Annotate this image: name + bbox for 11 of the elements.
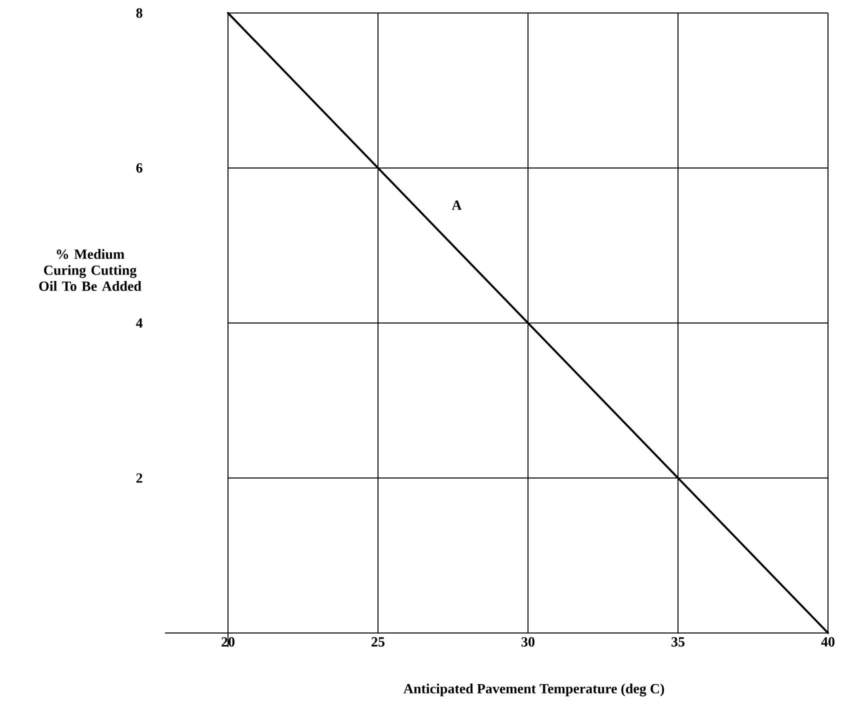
x-tick-label: 35 (672, 637, 684, 647)
y-axis-title: % Medium Curing Cutting Oil To Be Added (39, 249, 142, 291)
y-tick-label: 4 (136, 318, 143, 328)
y-tick-label: 2 (136, 473, 142, 483)
x-axis-title: Anticipated Pavement Temperature (deg C) (404, 684, 664, 696)
y-tick-label: 6 (136, 163, 142, 173)
y-tick-label: 8 (136, 8, 142, 18)
x-tick-label: 30 (522, 637, 534, 647)
annotation: A (452, 200, 462, 210)
x-tick-label: 40 (821, 637, 834, 647)
x-tick-label: 25 (372, 637, 384, 647)
